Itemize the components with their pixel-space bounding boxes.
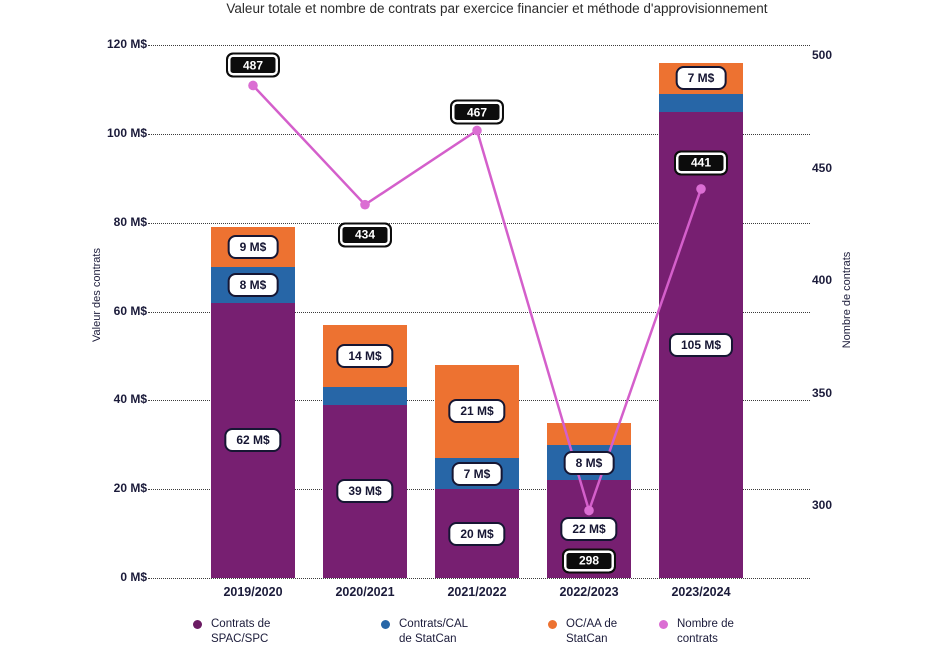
line-value-label: 467 [449,99,505,125]
line-value-label: 441 [673,150,729,176]
bar-value-label: 7 M$ [451,461,503,486]
legend-label-line: Nombre de [677,618,734,630]
left-axis-tick: 80 M$ [113,214,147,229]
legend-label-line: contrats [677,633,718,645]
right-axis-tick: 300 [812,498,833,513]
chart-legend: Contrats de SPAC/SPC Contrats/CAL de StatCa… [0,612,925,650]
legend-label: OC/AA de StatCan [566,617,617,647]
category-label: 2020/2021 [335,585,395,599]
bar-value-label: 9 M$ [227,235,279,260]
bar-segment[interactable] [659,93,743,112]
legend-item[interactable]: Contrats de SPAC/SPC [193,617,270,647]
legend-label-line: Contrats/CAL [399,618,469,630]
line-value-label: 434 [337,222,393,248]
bar-value-label: 22 M$ [560,517,618,542]
gridline [148,578,810,579]
right-axis-tick: 450 [812,160,833,175]
bar-value-label: 8 M$ [563,450,615,475]
left-axis-tick: 20 M$ [113,481,147,496]
legend-label-line: Contrats de [211,618,271,630]
category-label: 2019/2020 [223,585,283,599]
legend-item[interactable]: Nombre de contrats [659,617,734,647]
legend-label-line: SPAC/SPC [211,633,269,645]
legend-item[interactable]: Contrats/CAL de StatCan [381,617,468,647]
bar-value-label: 62 M$ [224,428,282,453]
line-value-label: 298 [561,548,617,574]
bar-value-label: 8 M$ [227,272,279,297]
legend-label: Contrats de SPAC/SPC [211,617,270,647]
bar-value-label: 20 M$ [448,521,506,546]
right-axis-tick: 400 [812,273,833,288]
line-marker[interactable] [360,199,370,210]
left-axis-tick: 120 M$ [106,37,147,51]
legend-label-line: OC/AA de [566,618,618,630]
bar-segment[interactable] [547,422,631,445]
right-axis-tick: 350 [812,385,833,400]
bar-value-label: 14 M$ [336,343,394,368]
bar-value-label: 21 M$ [448,399,506,424]
right-axis-tick: 500 [812,48,833,63]
line-marker[interactable] [248,80,258,91]
bar-value-label: 105 M$ [668,332,734,357]
bar-value-label: 7 M$ [675,66,727,91]
legend-dot-icon [548,620,557,629]
right-axis-title: Nombre de contrats [841,251,853,349]
legend-dot-icon [381,620,390,629]
legend-dot-icon [659,620,668,629]
left-axis-tick: 40 M$ [113,392,147,407]
chart-title: Valeur totale et nombre de contrats par … [226,1,768,16]
left-axis-tick: 60 M$ [113,303,147,318]
left-axis-tick: 100 M$ [106,125,147,140]
legend-label: Contrats/CAL de StatCan [399,617,468,647]
left-axis-tick: 0 M$ [120,570,147,584]
category-label: 2021/2022 [447,585,507,599]
legend-item[interactable]: OC/AA de StatCan [548,617,617,647]
gridline [148,45,810,46]
line-value-label: 487 [225,52,281,78]
legend-label-line: StatCan [566,633,608,645]
category-label: 2022/2023 [559,585,619,599]
legend-label: Nombre de contrats [677,617,734,647]
legend-dot-icon [193,620,202,629]
bar-value-label: 39 M$ [336,479,394,504]
category-label: 2023/2024 [671,585,731,599]
left-axis-title: Valeur des contrats [91,248,103,342]
bar-segment[interactable] [323,387,407,405]
legend-label-line: de StatCan [399,633,457,645]
